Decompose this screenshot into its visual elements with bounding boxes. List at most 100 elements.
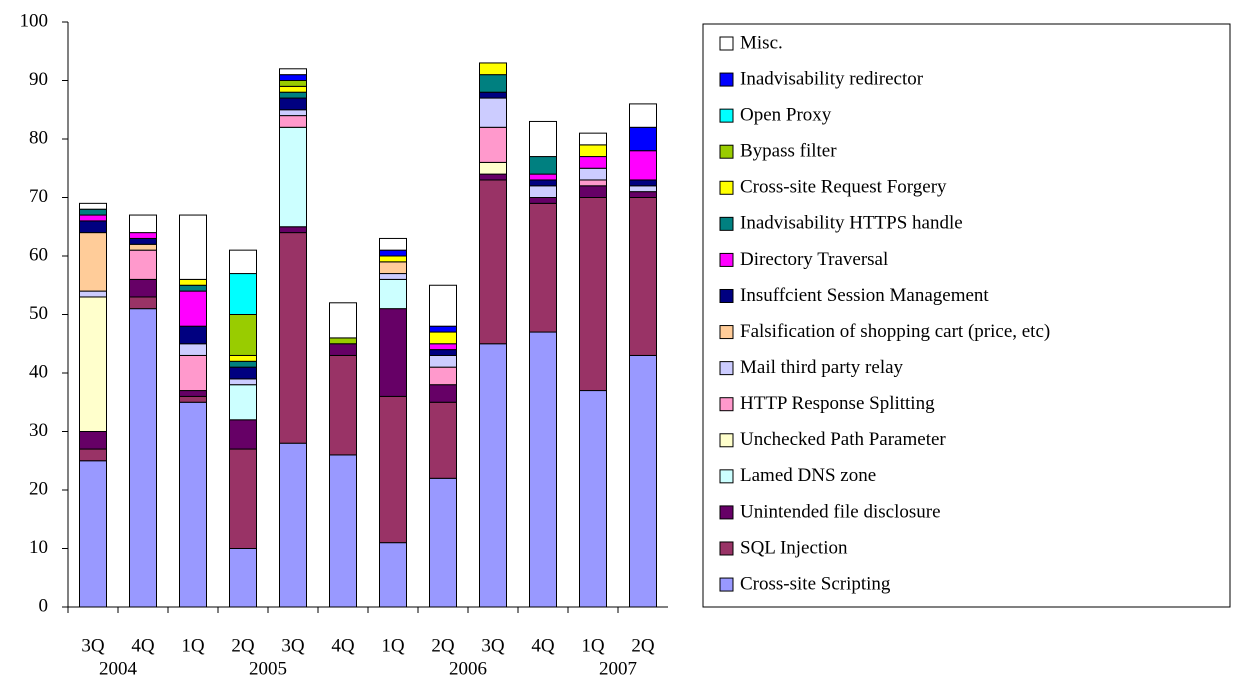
bar-segment [129,278,157,298]
bar-segment [179,343,207,356]
bar-segment [429,401,457,479]
legend-label: Lamed DNS zone [740,465,876,486]
legend-swatch [719,397,734,412]
bar-segment [79,460,107,608]
bar-segment [179,401,207,608]
legend-label: Bypass filter [740,141,837,162]
bar-segment [279,442,307,608]
bar-segment [329,454,357,608]
bar-segment [429,331,457,345]
bar-segment [579,167,607,181]
x-tick-label: 3Q [81,635,105,656]
x-tick-label: 3Q [481,635,505,656]
bar-segment [229,314,257,356]
bar-segment [79,232,107,292]
y-tick-label: 80 [29,127,48,148]
legend-swatch [719,180,734,195]
bar-segment [479,74,507,93]
legend-swatch [719,505,734,520]
group-label: 2006 [449,658,487,679]
bar-segment [229,249,257,275]
bar-segment [229,419,257,450]
bar-segment [529,197,557,204]
bar-segment [379,237,407,251]
x-tick-label: 4Q [331,635,355,656]
bar-segment [529,331,557,608]
bar-segment [429,325,457,333]
bar-segment [79,208,107,216]
x-tick-label: 2Q [231,635,255,656]
legend-label: Mail third party relay [740,357,904,378]
bar-segment [129,308,157,608]
bar-segment [279,226,307,234]
legend-label: Unchecked Path Parameter [740,429,946,450]
legend-swatch [719,108,734,123]
y-tick-label: 0 [39,595,49,616]
bar-segment [429,343,457,351]
x-tick-label: 4Q [531,635,555,656]
legend-label: Cross-site Request Forgery [740,177,947,198]
legend-label: Inadvisability redirector [740,68,924,89]
bar-segment [529,120,557,158]
bar-segment [579,144,607,158]
x-tick-label: 1Q [181,635,205,656]
legend-label: Directory Traversal [740,249,888,270]
bar-segment [379,308,407,397]
legend-swatch [719,144,734,159]
bar-segment [379,261,407,275]
bar-segment [579,185,607,199]
legend-swatch [719,577,734,592]
bar-segment [179,390,207,397]
y-tick-label: 20 [29,478,48,499]
bar-segment [79,214,107,222]
legend-swatch [719,361,734,376]
bar-segment [529,173,557,181]
bar-segment [229,366,257,380]
bar-segment [79,431,107,450]
bar-segment [529,185,557,199]
bar-segment [429,284,457,327]
bar-segment [429,366,457,386]
bar-segment [279,97,307,111]
x-tick-label: 2Q [431,635,455,656]
legend-swatch [719,252,734,267]
bar-segment [329,302,357,339]
bar-segment [379,278,407,310]
bar-segment [329,343,357,356]
y-tick-label: 50 [29,303,48,324]
bar-segment [629,185,657,193]
bar-segment [629,179,657,187]
bar-segment [329,354,357,456]
bar-segment [379,255,407,263]
bar-segment [479,179,507,345]
bar-segment [429,384,457,403]
bar-segment [579,156,607,169]
bar-segment [629,197,657,356]
legend-label: Falsification of shopping cart (price, e… [740,321,1050,342]
x-tick-label: 1Q [581,635,605,656]
bar-segment [129,249,157,280]
bar-segment [629,126,657,152]
y-tick-label: 100 [20,10,49,31]
bar-segment [79,290,107,298]
bar-segment [229,378,257,386]
bar-segment [629,354,657,608]
legend-label: Cross-site Scripting [740,573,891,594]
bar-segment [79,448,107,462]
bar-segment [279,109,307,117]
bar-segment [179,395,207,403]
legend-label: HTTP Response Splitting [740,393,935,414]
legend-swatch [719,541,734,556]
bar-segment [529,179,557,187]
bar-segment [479,126,507,163]
x-tick-label: 2Q [631,635,655,656]
bar-segment [429,477,457,608]
bar-segment [279,115,307,128]
bar-segment [479,91,507,99]
legend-label: Insuffcient Session Management [740,285,989,306]
bar-segment [429,349,457,356]
bar-segment [129,296,157,310]
legend-label: SQL Injection [740,537,848,558]
bar-segment [279,80,307,87]
